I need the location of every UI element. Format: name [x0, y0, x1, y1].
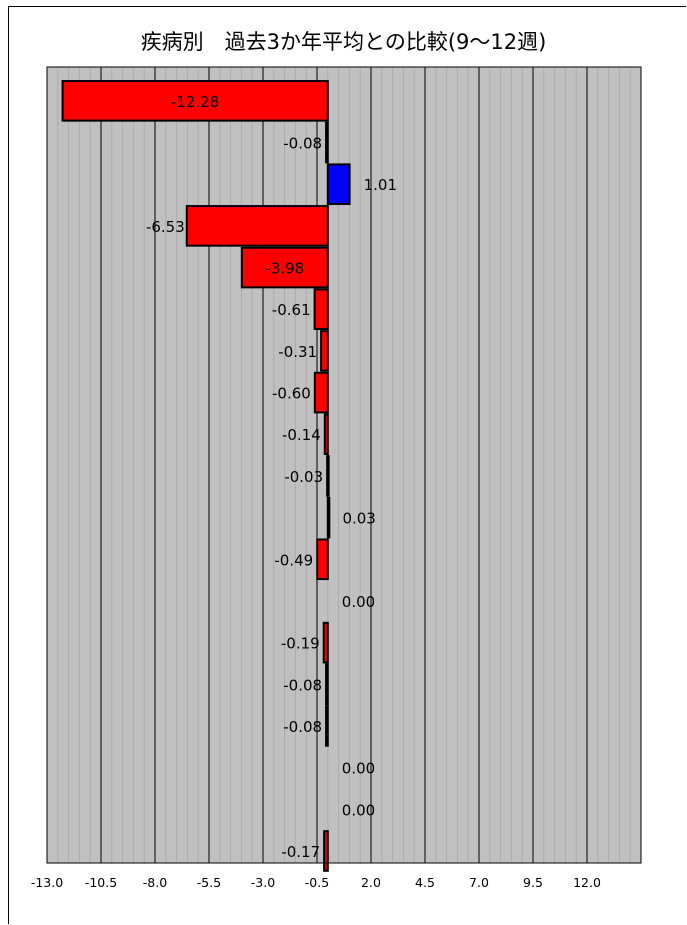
- bar: [61, 80, 329, 122]
- bar: [325, 121, 329, 164]
- x-tick-label: 4.5: [415, 875, 435, 890]
- bar: [323, 830, 329, 872]
- x-tick-label: -5.5: [197, 875, 221, 890]
- bar: [326, 455, 330, 497]
- bar: [185, 205, 329, 247]
- x-tick-label: -13.0: [31, 875, 63, 890]
- bar-value-label: -3.98: [265, 260, 304, 278]
- bar: [316, 538, 329, 581]
- x-tick-label: -8.0: [143, 875, 167, 890]
- bar-value-label: 0.03: [342, 510, 375, 528]
- bar-value-label: -0.08: [283, 676, 322, 694]
- x-tick-label: -10.5: [85, 875, 117, 890]
- bar-value-label: -6.53: [146, 218, 185, 236]
- bar: [313, 371, 329, 414]
- bar-value-label: -0.08: [283, 718, 322, 736]
- bar: [323, 413, 329, 456]
- plot-border: [46, 66, 642, 864]
- bar: [326, 163, 351, 205]
- bar-value-label: -0.08: [283, 135, 322, 153]
- bar-value-label: -0.49: [274, 551, 313, 569]
- x-tick-label: 12.0: [573, 875, 601, 890]
- bar-value-label: -0.14: [282, 426, 321, 444]
- bar-value-label: -0.19: [281, 635, 320, 653]
- bar-value-label: 0.00: [342, 801, 375, 819]
- bar-value-label: -0.03: [284, 468, 323, 486]
- bar-value-label: -0.31: [278, 343, 317, 361]
- x-tick-label: -0.5: [305, 875, 329, 890]
- bar-value-label: -12.28: [171, 93, 219, 111]
- x-tick-label: 9.5: [523, 875, 543, 890]
- bar: [325, 663, 329, 706]
- bar: [325, 705, 329, 747]
- bar: [326, 496, 331, 539]
- bar: [320, 330, 329, 372]
- bar: [313, 288, 329, 331]
- chart-title: 疾病別 過去3か年平均との比較(9〜12週): [140, 30, 547, 54]
- x-tick-label: -3.0: [251, 875, 275, 890]
- bar-value-label: -0.61: [272, 301, 311, 319]
- chart-frame: [8, 6, 686, 924]
- bar-value-label: 0.00: [342, 760, 375, 778]
- bar-value-label: -0.60: [272, 385, 311, 403]
- bar: [240, 246, 329, 289]
- x-tick-label: 7.0: [469, 875, 489, 890]
- bar-value-label: 1.01: [364, 176, 397, 194]
- bar-value-label: 0.00: [342, 593, 375, 611]
- bar-value-label: -0.17: [281, 843, 320, 861]
- bar: [322, 621, 329, 664]
- x-tick-label: 2.0: [361, 875, 381, 890]
